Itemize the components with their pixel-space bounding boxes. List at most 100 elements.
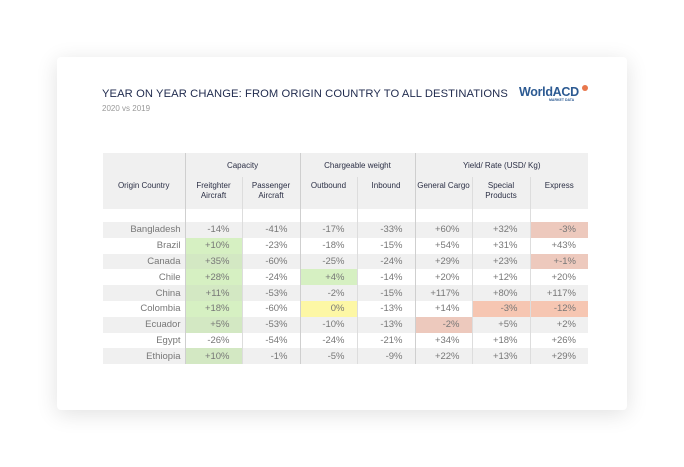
value-cell: +117%	[414, 285, 472, 301]
table-row: Egypt -26% -54% -24% -21% +34% +18% +26%	[103, 332, 588, 349]
value-cell: +31%	[471, 237, 530, 254]
col-special-products: Special Products	[471, 177, 530, 209]
value-cell: -15%	[356, 285, 415, 301]
value-cell: +20%	[529, 269, 588, 286]
value-cell: -14%	[184, 222, 242, 238]
col-general-cargo: General Cargo	[414, 177, 472, 209]
value-cell: -60%	[241, 253, 300, 270]
value-cell: +18%	[184, 300, 242, 317]
value-cell: +10%	[184, 348, 242, 365]
value-cell: +54%	[414, 237, 472, 254]
table-row: Ecuador +5% -53% -10% -13% -2% +5% +2%	[103, 316, 588, 333]
logo-sun-icon	[582, 85, 588, 91]
value-cell: -2%	[299, 285, 357, 301]
col-freighter-aircraft: Freitghter Aircraft	[184, 177, 242, 209]
value-cell: +60%	[414, 222, 472, 238]
value-cell: -17%	[299, 222, 357, 238]
report-title: YEAR ON YEAR CHANGE: FROM ORIGIN COUNTRY…	[102, 88, 508, 100]
value-cell: +22%	[414, 348, 472, 365]
value-cell: +20%	[414, 269, 472, 286]
value-cell: +23%	[471, 253, 530, 270]
country-cell: Egypt	[156, 334, 181, 346]
table-row: Colombia +18% -60% 0% -13% +14% -3% -12%	[103, 300, 588, 317]
value-cell: -53%	[241, 316, 300, 333]
table-row: Ethiopia +10% -1% -5% -9% +22% +13% +29%	[103, 348, 588, 365]
value-cell: -14%	[356, 269, 415, 286]
col-express: Express	[529, 177, 588, 209]
value-cell: +43%	[529, 237, 588, 254]
country-cell: Ecuador	[103, 316, 185, 333]
table-row: Canada +35% -60% -25% -24% +29% +23% +-1%	[103, 253, 588, 270]
value-cell: -33%	[356, 222, 415, 238]
logo-tagline: MARKET DATA	[549, 98, 575, 102]
value-cell: +29%	[529, 348, 588, 365]
value-cell: +-1%	[529, 253, 588, 270]
table-row: China +11% -53% -2% -15% +117% +80% +117%	[103, 285, 588, 301]
col-passenger-aircraft: Passenger Aircraft	[241, 177, 300, 209]
country-cell: Brazil	[156, 240, 181, 252]
value-cell: -1%	[241, 348, 300, 365]
logo-wordmark: WorldACD	[519, 85, 579, 99]
value-cell: +117%	[529, 285, 588, 301]
value-cell: +13%	[471, 348, 530, 365]
group-yield-rate: Yield/ Rate (USD/ Kg)	[414, 153, 588, 177]
value-cell: -24%	[241, 269, 300, 286]
value-cell: -2%	[414, 316, 472, 333]
value-cell: -12%	[529, 300, 588, 317]
value-cell: +5%	[471, 316, 530, 333]
value-cell: -24%	[299, 332, 357, 349]
report-subtitle: 2020 vs 2019	[102, 104, 151, 113]
value-cell: +14%	[414, 300, 472, 317]
value-cell: +80%	[471, 285, 530, 301]
value-cell: -23%	[241, 237, 300, 254]
value-cell: -41%	[241, 222, 300, 238]
value-cell: -3%	[471, 300, 530, 317]
value-cell: -25%	[299, 253, 357, 270]
value-cell: +5%	[184, 316, 242, 333]
value-cell: +35%	[184, 253, 242, 270]
country-cell: Ethiopia	[103, 348, 185, 365]
value-cell: +12%	[471, 269, 530, 286]
col-origin-country: Origin Country	[103, 177, 185, 209]
yoy-table: Capacity Chargeable weight Yield/ Rate (…	[103, 153, 588, 365]
value-cell: -21%	[356, 332, 415, 349]
value-cell: -13%	[356, 300, 415, 317]
value-cell: -60%	[241, 300, 300, 317]
country-cell: Colombia	[140, 303, 181, 315]
table-row: Brazil +10% -23% -18% -15% +54% +31% +43%	[103, 237, 588, 254]
value-cell: +26%	[529, 332, 588, 349]
country-cell: Chile	[158, 271, 181, 283]
value-cell: -15%	[356, 237, 415, 254]
value-cell: -5%	[299, 348, 357, 365]
value-cell: -26%	[184, 332, 242, 349]
header-blank	[103, 153, 185, 177]
group-chargeable-weight: Chargeable weight	[299, 153, 415, 177]
country-cell: Canada	[103, 253, 185, 270]
value-cell: +34%	[414, 332, 472, 349]
country-cell: Bangladesh	[103, 222, 185, 238]
group-capacity: Capacity	[184, 153, 300, 177]
value-cell: -54%	[241, 332, 300, 349]
report-card: YEAR ON YEAR CHANGE: FROM ORIGIN COUNTRY…	[57, 57, 627, 410]
value-cell: +2%	[529, 316, 588, 333]
col-outbound: Outbound	[299, 177, 357, 209]
value-cell: -9%	[356, 348, 415, 365]
value-cell: +4%	[299, 269, 357, 286]
worldacd-logo: WorldACD MARKET DATA	[519, 83, 589, 105]
value-cell: -24%	[356, 253, 415, 270]
value-cell: -3%	[529, 222, 588, 238]
value-cell: -18%	[299, 237, 357, 254]
table-row: Bangladesh -14% -41% -17% -33% +60% +32% -3%	[103, 222, 588, 238]
value-cell: -13%	[356, 316, 415, 333]
value-cell: -53%	[241, 285, 300, 301]
value-cell: +28%	[184, 269, 242, 286]
value-cell: +18%	[471, 332, 530, 349]
value-cell: 0%	[299, 300, 357, 317]
value-cell: -10%	[299, 316, 357, 333]
col-inbound: Inbound	[356, 177, 415, 209]
value-cell: +29%	[414, 253, 472, 270]
table-row: Chile +28% -24% +4% -14% +20% +12% +20%	[103, 269, 588, 286]
value-cell: +11%	[184, 285, 242, 301]
value-cell: +10%	[184, 237, 242, 254]
country-cell: China	[103, 285, 185, 301]
